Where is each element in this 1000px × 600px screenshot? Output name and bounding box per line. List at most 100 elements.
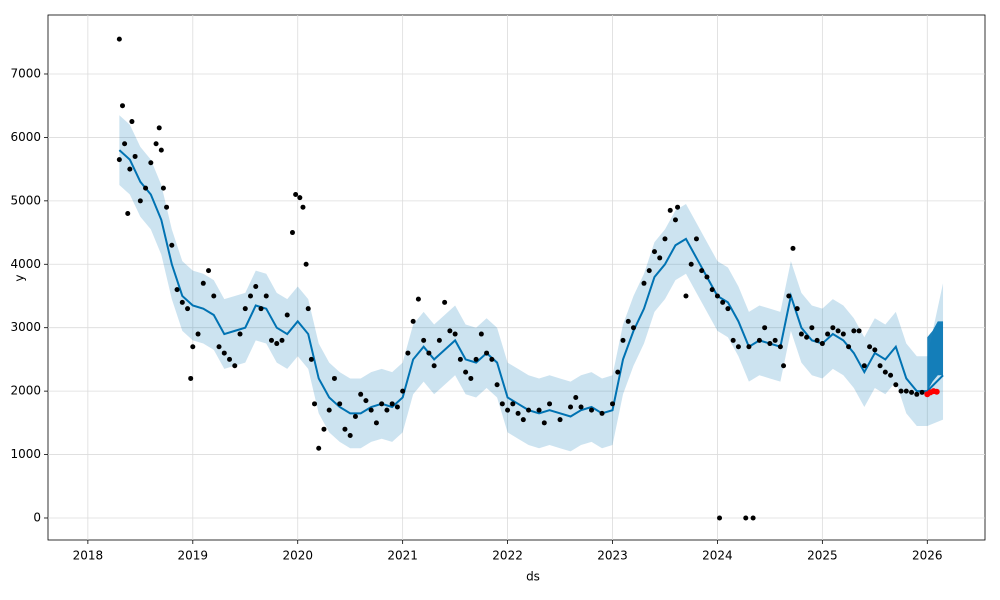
observed-point	[499, 401, 505, 407]
observed-point	[129, 119, 135, 125]
observed-point	[148, 160, 154, 166]
observed-point	[410, 318, 416, 324]
observed-point	[541, 420, 547, 426]
observed-point	[547, 401, 553, 407]
y-tick-label: 4000	[10, 257, 41, 271]
observed-point	[683, 293, 689, 299]
observed-point	[840, 331, 846, 337]
observed-point	[693, 236, 699, 242]
observed-point	[384, 407, 390, 413]
observed-point	[888, 372, 894, 378]
observed-point	[589, 407, 595, 413]
observed-point	[337, 401, 343, 407]
forecast-band	[927, 321, 944, 392]
observed-point	[326, 407, 332, 413]
observed-point	[772, 337, 778, 343]
observed-point	[389, 401, 395, 407]
plot-frame	[47, 14, 986, 541]
observed-point	[819, 341, 825, 347]
observed-point	[216, 344, 222, 350]
observed-point	[305, 306, 311, 312]
observed-point	[116, 157, 122, 163]
observed-point	[756, 337, 762, 343]
observed-point	[714, 293, 720, 299]
observed-point	[610, 401, 616, 407]
observed-point	[777, 344, 783, 350]
observed-point	[835, 328, 841, 334]
observed-point	[426, 350, 432, 356]
x-tick-label: 2025	[807, 549, 838, 563]
observed-point	[494, 382, 500, 388]
x-tick-label: 2020	[282, 549, 313, 563]
observed-point	[814, 337, 820, 343]
observed-point	[750, 515, 756, 521]
observed-point	[568, 404, 574, 410]
observed-point	[415, 296, 421, 302]
observed-point	[872, 347, 878, 353]
observed-point	[709, 287, 715, 293]
observed-point	[599, 410, 605, 416]
observed-point	[452, 331, 458, 337]
observed-point	[227, 356, 233, 362]
observed-point	[125, 211, 131, 217]
observed-point	[914, 391, 920, 397]
observed-point	[127, 166, 133, 172]
observed-point	[536, 407, 542, 413]
observed-point	[400, 388, 406, 394]
observed-point	[804, 334, 810, 340]
observed-point	[268, 337, 274, 343]
observed-point	[672, 217, 678, 223]
observed-point	[630, 325, 636, 331]
observed-point	[735, 344, 741, 350]
observed-point	[830, 325, 836, 331]
observed-point	[405, 350, 411, 356]
observed-point	[484, 350, 490, 356]
observed-point	[431, 363, 437, 369]
x-tick-label: 2026	[912, 549, 943, 563]
observed-point	[573, 394, 579, 400]
observed-point	[137, 198, 143, 204]
observed-point	[798, 331, 804, 337]
observed-point	[688, 261, 694, 267]
observed-point	[675, 204, 681, 210]
y-tick-label: 6000	[10, 130, 41, 144]
observed-point	[379, 401, 385, 407]
observed-point	[625, 318, 631, 324]
x-axis-label: ds	[526, 570, 540, 584]
observed-point	[856, 328, 862, 334]
observed-point	[185, 306, 191, 312]
observed-point	[331, 375, 337, 381]
observed-point	[211, 293, 217, 299]
observed-point	[190, 344, 196, 350]
y-tick-label: 1000	[10, 447, 41, 461]
observed-point	[263, 293, 269, 299]
observed-point	[242, 306, 248, 312]
observed-point	[342, 426, 348, 432]
observed-point	[867, 344, 873, 350]
x-tick-label: 2022	[492, 549, 523, 563]
observed-point	[347, 433, 353, 439]
x-tick-label: 2023	[597, 549, 628, 563]
observed-point	[578, 404, 584, 410]
observed-point	[312, 401, 318, 407]
observed-point	[846, 344, 852, 350]
y-axis-label: y	[13, 274, 27, 281]
observed-point	[743, 515, 749, 521]
x-tick-label: 2018	[73, 549, 104, 563]
observed-point	[767, 341, 773, 347]
observed-point	[790, 245, 796, 251]
observed-point	[851, 328, 857, 334]
observed-point	[520, 417, 526, 423]
observed-point	[557, 417, 563, 423]
observed-point	[200, 280, 206, 286]
observed-point	[463, 369, 469, 375]
y-tick-label: 2000	[10, 384, 41, 398]
observed-point	[284, 312, 290, 318]
observed-point	[473, 356, 479, 362]
observed-point	[903, 388, 909, 394]
observed-point	[274, 341, 280, 347]
observed-point	[308, 356, 314, 362]
observed-point	[158, 147, 164, 153]
observed-point	[515, 410, 521, 416]
